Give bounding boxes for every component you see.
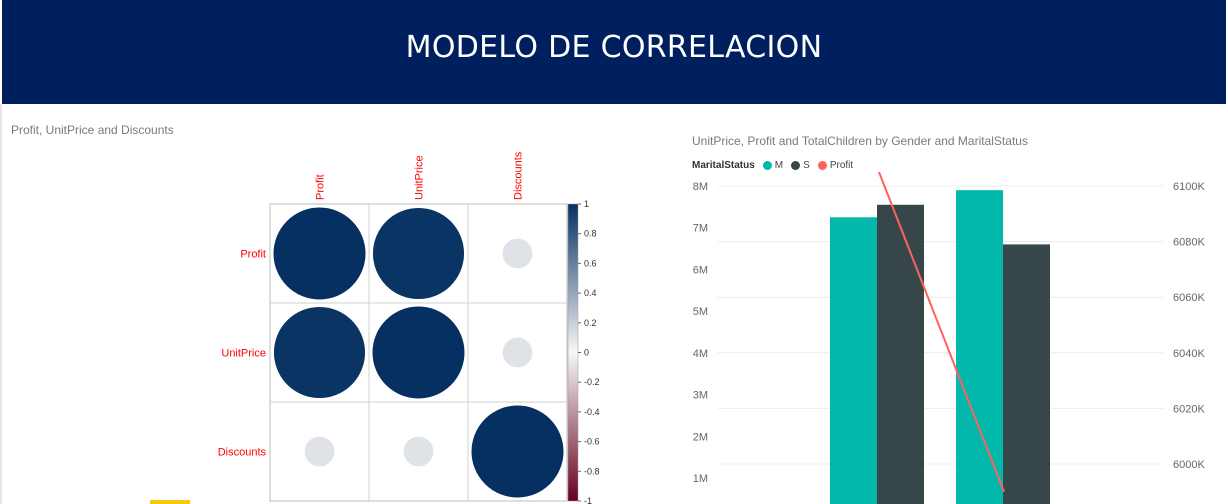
- correlation-circle[interactable]: [372, 207, 465, 300]
- column-label-unitprice: UnitPrice: [414, 155, 426, 200]
- page-title: MODELO DE CORRELACION: [405, 29, 823, 65]
- colorbar-tick-label: -0.4: [584, 407, 600, 417]
- colorbar-tick-label: -0.6: [584, 437, 600, 447]
- correlation-circle[interactable]: [273, 207, 366, 300]
- left-border: [0, 104, 2, 504]
- row-label-unitprice: UnitPrice: [221, 348, 266, 360]
- column-label-discounts: Discounts: [513, 151, 525, 200]
- profit-line[interactable]: [878, 171, 1005, 493]
- y-right-tick-label: 6080K: [1173, 237, 1205, 249]
- legend-dot-profit: [817, 161, 827, 170]
- colorbar-tick-label: 0: [584, 348, 589, 358]
- legend-label-s: S: [803, 160, 810, 171]
- y-left-tick-label: 6M: [693, 264, 708, 276]
- correlation-circle[interactable]: [502, 337, 533, 368]
- y-right-tick-label: 6040K: [1173, 348, 1205, 360]
- y-right-tick-label: 6100K: [1173, 181, 1205, 193]
- colorbar: [567, 203, 579, 502]
- correlation-circle[interactable]: [502, 238, 533, 269]
- colorbar-tick-label: 0.6: [584, 258, 597, 268]
- legend-label-profit: Profit: [829, 160, 854, 171]
- bar-s[interactable]: [877, 204, 924, 504]
- bar-s[interactable]: [1003, 244, 1050, 504]
- row-label-discounts: Discounts: [218, 447, 267, 459]
- legend-item-m[interactable]: M: [762, 160, 784, 171]
- y-left-tick-label: 1M: [693, 473, 708, 485]
- y-left-tick-label: 4M: [693, 348, 708, 360]
- correlation-circle[interactable]: [403, 436, 434, 467]
- column-label-profit: Profit: [315, 174, 327, 200]
- bar-m[interactable]: [830, 217, 877, 504]
- colorbar-tick-label: 0.8: [584, 229, 597, 239]
- report-header: MODELO DE CORRELACION: [2, 0, 1226, 104]
- correlation-circle[interactable]: [372, 306, 465, 399]
- correlation-circle[interactable]: [304, 436, 335, 467]
- y-right-tick-label: 6020K: [1173, 403, 1205, 415]
- correlation-grid-border: [269, 203, 568, 502]
- correlation-circle[interactable]: [273, 306, 366, 399]
- row-label-profit: Profit: [240, 249, 266, 261]
- y-right-tick-label: 6000K: [1173, 459, 1205, 471]
- colorbar-tick-label: 0.4: [584, 288, 597, 298]
- bar-line-chart[interactable]: 1M 2M 3M 4M 5M 6M 7M 8M 6000K 6020K 6040K 6060K 6080…: [668, 171, 1228, 504]
- colorbar-tick-label: 1: [584, 199, 589, 209]
- legend-dot-m: [762, 161, 772, 170]
- legend-label-m: M: [774, 160, 784, 171]
- correlation-chart-title: Profit, UnitPrice and Discounts: [11, 123, 174, 137]
- colorbar-tick-label: -0.2: [584, 377, 600, 387]
- y-left-tick-label: 5M: [693, 306, 708, 318]
- y-left-tick-label: 8M: [693, 181, 708, 193]
- y-left-tick-label: 3M: [693, 390, 708, 402]
- legend-dot-s: [791, 161, 801, 170]
- y-left-tick-label: 2M: [693, 431, 708, 443]
- y-left-tick-label: 7M: [693, 223, 708, 235]
- legend-item-s[interactable]: S: [791, 160, 810, 171]
- bar-m[interactable]: [956, 190, 1003, 504]
- colorbar-tick-label: -0.8: [584, 466, 600, 476]
- colorbar-tick-label: 0.2: [584, 318, 597, 328]
- correlation-circle[interactable]: [471, 405, 564, 498]
- correlation-plot[interactable]: Profit Profit UnitPrice UnitPrice Discounts D…: [0, 104, 640, 504]
- bar-chart-title: UnitPrice, Profit and TotalChildren by G…: [692, 134, 1028, 148]
- y-right-tick-label: 6060K: [1173, 292, 1205, 304]
- page-tab-indicator: [150, 500, 190, 504]
- colorbar-tick-label: -1: [584, 496, 592, 504]
- legend-title: MaritalStatus: [692, 160, 755, 171]
- chart-legend: MaritalStatus M S Profit: [692, 160, 857, 171]
- legend-item-profit[interactable]: Profit: [817, 160, 854, 171]
